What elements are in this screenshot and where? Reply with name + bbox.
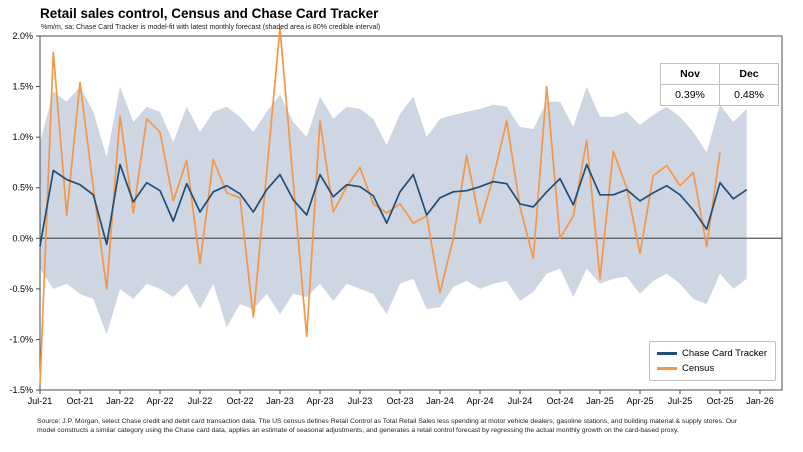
x-axis-tick-label: Jan-23 [266,396,294,406]
tracker-line [39,163,748,247]
forecast-table-header-nov: Nov [660,63,720,85]
x-axis-tick-label: Jan-22 [106,396,134,406]
census-line-swatch-icon [657,367,677,370]
legend-label-census: Census [682,363,715,374]
x-axis-tick-label: Apr-23 [306,396,333,406]
x-axis-tick-label: Oct-21 [66,396,93,406]
x-axis-tick-label: Oct-24 [546,396,573,406]
x-axis-tick-label: Jul-23 [348,396,373,406]
forecast-table-header-row: Nov Dec [660,63,779,85]
x-axis-tick-label: Apr-24 [466,396,493,406]
x-axis-tick-label: Jul-21 [28,396,53,406]
y-axis-tick-label: 1.5% [12,82,33,92]
forecast-table-header-dec: Dec [719,63,779,85]
legend-item-tracker: Chase Card Tracker [657,348,775,359]
y-axis-tick-label: -1.5% [9,385,33,395]
forecast-table-value-row: 0.39% 0.48% [660,84,779,106]
y-axis-tick-label: 2.0% [12,31,33,41]
x-axis-tick-label: Oct-25 [706,396,733,406]
forecast-nov-value: 0.39% [660,84,720,106]
x-axis-tick-label: Jan-26 [746,396,774,406]
x-axis-tick-label: Apr-25 [626,396,653,406]
x-axis-tick-label: Jul-25 [668,396,693,406]
legend-label-tracker: Chase Card Tracker [682,348,768,359]
tracker-line-swatch-icon [657,352,677,355]
y-axis-tick-label: 0.5% [12,183,33,193]
x-axis-tick-label: Jan-24 [426,396,454,406]
x-axis-tick-label: Jan-25 [586,396,614,406]
credible-interval-band [40,86,747,335]
x-axis-tick-label: Jul-22 [188,396,213,406]
y-axis-tick-label: -0.5% [9,284,33,294]
legend-item-census: Census [657,363,775,374]
chart-subtitle: %m/m, sa; Chase Card Tracker is model-fi… [41,24,381,31]
x-axis-tick-label: Oct-22 [226,396,253,406]
chart-legend: Chase Card Tracker Census [649,341,776,381]
plot-frame [39,35,783,391]
y-axis-tick-label: 0.0% [12,233,33,243]
chart-title: Retail sales control, Census and Chase C… [40,6,379,21]
source-footnote: Source: J.P. Morgan, select Chase credit… [37,418,738,434]
y-axis-tick-label: -1.0% [9,334,33,344]
forecast-dec-value: 0.48% [719,84,779,106]
y-axis-tick-label: 1.0% [12,132,33,142]
forecast-table: Nov Dec 0.39% 0.48% [660,63,779,106]
x-axis-tick-label: Jul-24 [508,396,533,406]
x-axis-tick-label: Oct-23 [386,396,413,406]
x-axis-tick-label: Apr-22 [146,396,173,406]
